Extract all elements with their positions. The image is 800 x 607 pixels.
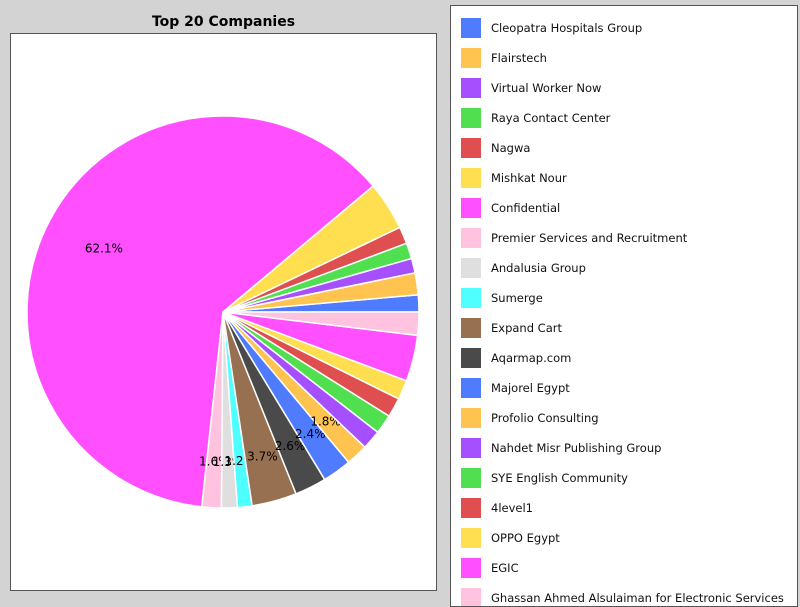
legend-label: Confidential (491, 201, 561, 215)
legend-item: Virtual Worker Now (461, 78, 791, 98)
legend-label: Expand Cart (491, 321, 562, 335)
legend-swatch (461, 588, 481, 606)
legend-label: Sumerge (491, 291, 543, 305)
legend-swatch (461, 528, 481, 548)
legend-item: Raya Contact Center (461, 108, 791, 128)
legend-swatch (461, 318, 481, 338)
legend-swatch (461, 168, 481, 188)
legend-item: Premier Services and Recruitment (461, 228, 791, 248)
legend-swatch (461, 558, 481, 578)
legend-label: Aqarmap.com (491, 351, 572, 365)
legend-item: Nahdet Misr Publishing Group (461, 438, 791, 458)
legend-label: Profolio Consulting (491, 411, 599, 425)
legend-swatch (461, 78, 481, 98)
legend-swatch (461, 348, 481, 368)
legend-item: Majorel Egypt (461, 378, 791, 398)
chart-title: Top 20 Companies (151, 14, 296, 30)
legend-item: Ghassan Ahmed Alsulaiman for Electronic … (461, 588, 791, 606)
legend-label: OPPO Egypt (491, 531, 560, 545)
pie-percent-label: 62.1% (85, 241, 123, 255)
legend-label: Premier Services and Recruitment (491, 231, 688, 245)
legend-label: SYE English Community (491, 471, 628, 485)
legend-item: Mishkat Nour (461, 168, 791, 188)
legend-label: EGIC (491, 561, 519, 575)
legend-swatch (461, 468, 481, 488)
legend-item: EGIC (461, 558, 791, 578)
legend-swatch (461, 378, 481, 398)
legend-item: Confidential (461, 198, 791, 218)
legend-swatch (461, 408, 481, 428)
legend-label: Ghassan Ahmed Alsulaiman for Electronic … (491, 591, 784, 605)
legend-label: Flairstech (491, 51, 547, 65)
legend-swatch (461, 438, 481, 458)
legend-item: SYE English Community (461, 468, 791, 488)
legend-swatch (461, 198, 481, 218)
legend-item: Expand Cart (461, 318, 791, 338)
legend-item: OPPO Egypt (461, 528, 791, 548)
legend-swatch (461, 18, 481, 38)
legend-label: Nagwa (491, 141, 531, 155)
legend-item: Profolio Consulting (461, 408, 791, 428)
pie-percent-label: 2.4% (295, 427, 326, 441)
legend-item: Nagwa (461, 138, 791, 158)
legend: Cleopatra Hospitals Group Flairstech Virtu… (450, 5, 798, 607)
legend-label: 4level1 (491, 501, 533, 515)
legend-swatch (461, 48, 481, 68)
pie-percent-label: 2.6% (275, 439, 306, 453)
legend-label: Cleopatra Hospitals Group (491, 21, 643, 35)
legend-swatch (461, 498, 481, 518)
legend-swatch (461, 258, 481, 278)
legend-item: Andalusia Group (461, 258, 791, 278)
legend-swatch (461, 108, 481, 128)
legend-label: Majorel Egypt (491, 381, 570, 395)
legend-swatch (461, 288, 481, 308)
legend-label: Raya Contact Center (491, 111, 611, 125)
legend-item: Sumerge (461, 288, 791, 308)
legend-item: Aqarmap.com (461, 348, 791, 368)
legend-item: Cleopatra Hospitals Group (461, 18, 791, 38)
pie-slice (26, 115, 375, 508)
legend-item: Flairstech (461, 48, 791, 68)
legend-label: Nahdet Misr Publishing Group (491, 441, 662, 455)
legend-swatch (461, 138, 481, 158)
pie-percent-label: 3.7% (247, 450, 278, 464)
pie-slice (222, 311, 420, 337)
legend-swatch (461, 228, 481, 248)
legend-label: Andalusia Group (491, 261, 586, 275)
legend-label: Mishkat Nour (491, 171, 567, 185)
legend-item: 4level1 (461, 498, 791, 518)
pie-chart: 62.1%1.6%1.3%1.2%3.7%2.6%2.4%1.8% (26, 115, 420, 509)
pie-panel: 62.1% 1.6% 1.3% 1.2% 3.7% 2.6% 2.4% 1.8% (10, 33, 437, 591)
legend-label: Virtual Worker Now (491, 81, 602, 95)
